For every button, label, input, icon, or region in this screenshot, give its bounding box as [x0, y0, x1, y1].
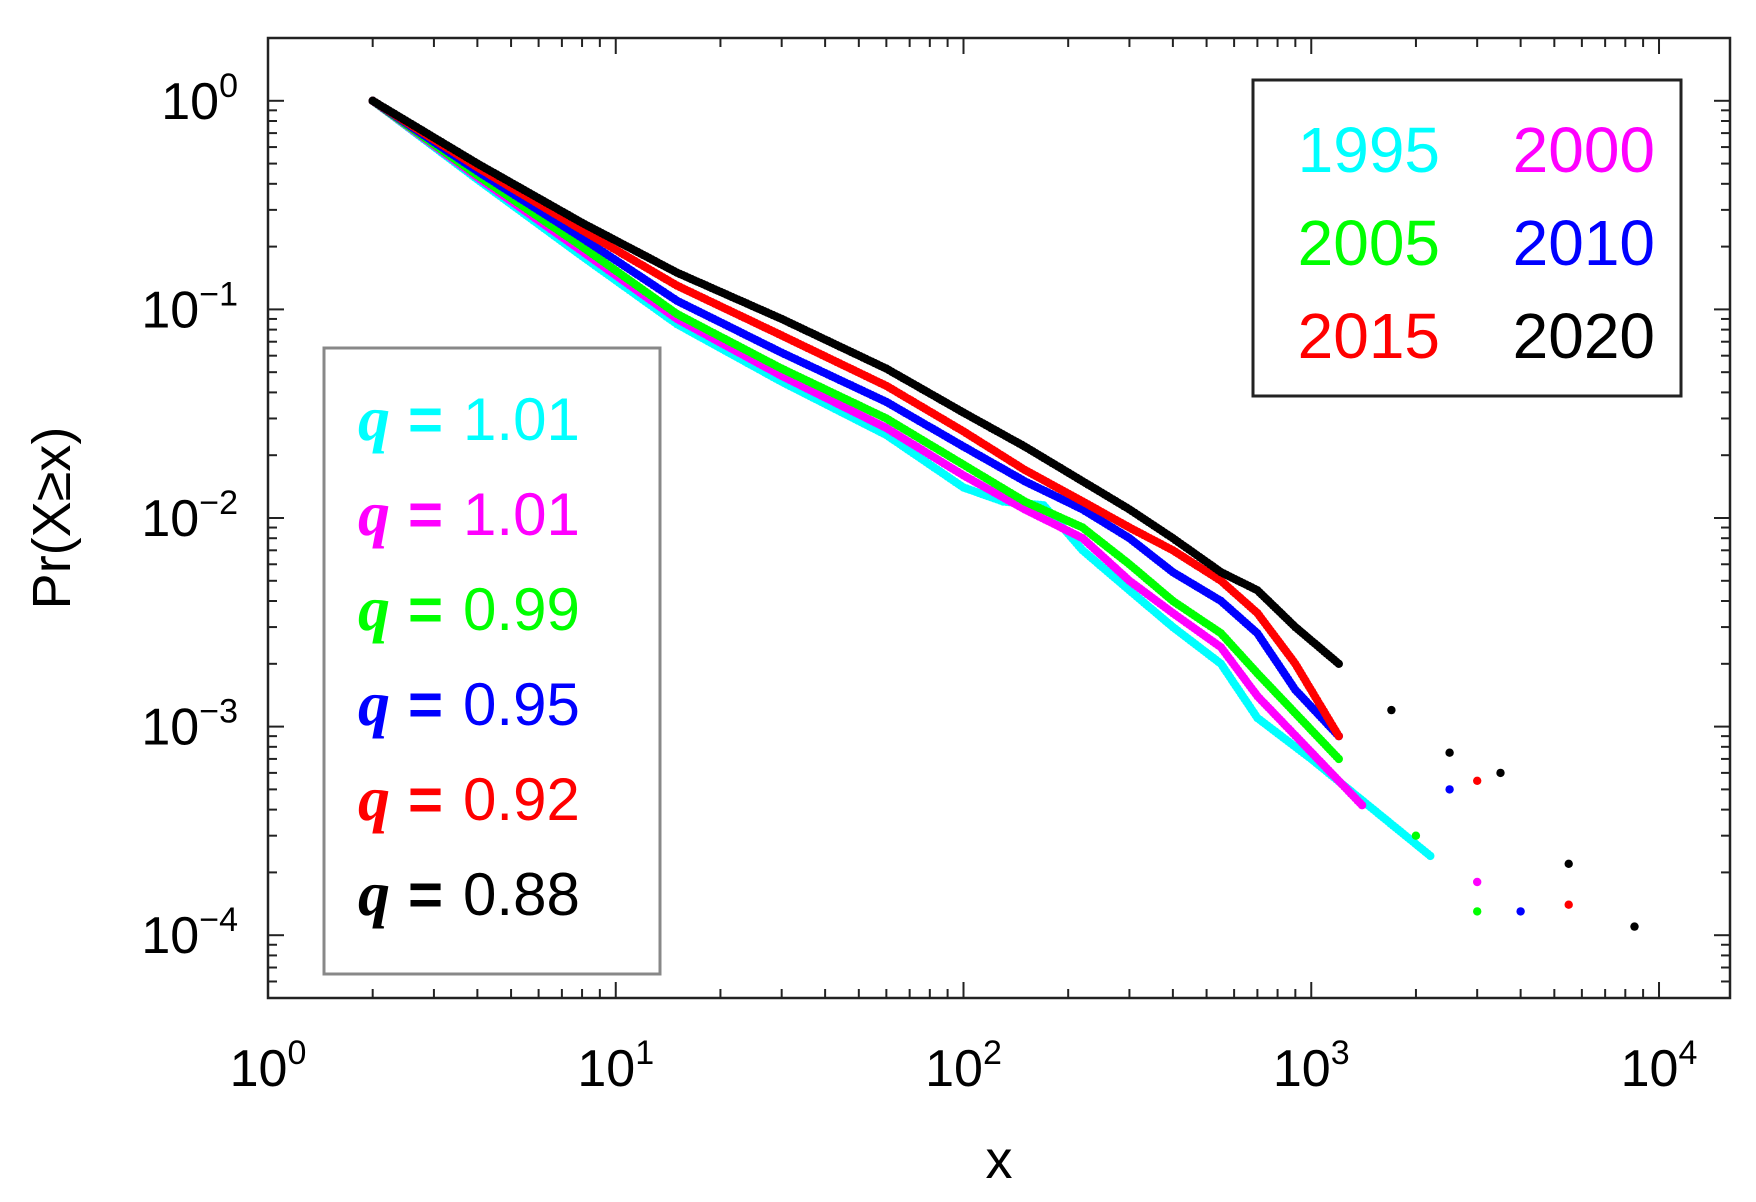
y-tick-label: 10−4 — [141, 901, 238, 965]
legend-year-1995: 1995 — [1298, 114, 1440, 186]
legend-q-box — [322, 346, 662, 976]
data-point — [1473, 907, 1482, 916]
x-tick-label: 102 — [925, 1034, 1002, 1098]
x-tick-label: 104 — [1621, 1034, 1698, 1098]
y-tick-label: 100 — [161, 67, 238, 131]
y-tick-label: 10−3 — [141, 693, 238, 757]
data-point — [1357, 801, 1367, 810]
legend-q-2000: q = 1.01 — [358, 478, 580, 549]
data-point — [1426, 851, 1435, 861]
legend-year-2000: 2000 — [1513, 114, 1655, 186]
data-points — [368, 96, 1639, 931]
data-point — [1334, 731, 1344, 741]
y-axis-title: Pr(X≥x) — [22, 427, 82, 610]
legend-q-1995: q = 1.01 — [358, 383, 580, 454]
legend-year-2020: 2020 — [1513, 300, 1655, 372]
plot-frame — [266, 36, 1732, 1000]
data-point — [1445, 748, 1454, 757]
data-point — [1473, 776, 1482, 785]
x-tick-label: 100 — [230, 1034, 307, 1098]
series-2020 — [368, 96, 1639, 931]
data-point — [1564, 859, 1573, 868]
y-tick-label: 10−1 — [141, 275, 238, 339]
legend-q-2015: q = 0.92 — [358, 763, 580, 834]
tick-labels: 100 101 102 103 104 100 10−1 10−2 10−3 10−4 — [141, 67, 1697, 1098]
x-axis-title: x — [986, 1130, 1013, 1190]
data-point — [1630, 922, 1639, 931]
legend-q: q = 1.01 q = 1.01 q = 0.99 q = 0.95 q = 0.92 q = 0.88 — [322, 346, 662, 976]
legend-q-2005: q = 0.99 — [358, 573, 580, 644]
data-point — [1445, 785, 1454, 794]
legend-years-box — [1251, 78, 1683, 398]
legend-q-2020: q = 0.88 — [358, 858, 580, 929]
data-point — [1334, 754, 1344, 764]
legend-year-2010: 2010 — [1513, 207, 1655, 279]
axis-ticks — [267, 37, 1730, 999]
y-tick-label: 10−2 — [141, 484, 238, 548]
data-point — [1334, 659, 1344, 668]
data-point — [1411, 831, 1421, 840]
legend-year-2005: 2005 — [1298, 207, 1440, 279]
x-tick-label: 103 — [1273, 1034, 1350, 1098]
data-point — [1496, 768, 1505, 778]
data-point — [1473, 877, 1482, 887]
data-point — [1387, 705, 1396, 715]
data-point — [1564, 900, 1573, 909]
legend-years: 1995 2000 2005 2010 2015 2020 — [1251, 78, 1683, 398]
legend-q-2010: q = 0.95 — [358, 668, 580, 739]
data-point — [1516, 907, 1525, 916]
legend-year-2015: 2015 — [1298, 300, 1440, 372]
x-tick-label: 101 — [577, 1034, 654, 1098]
